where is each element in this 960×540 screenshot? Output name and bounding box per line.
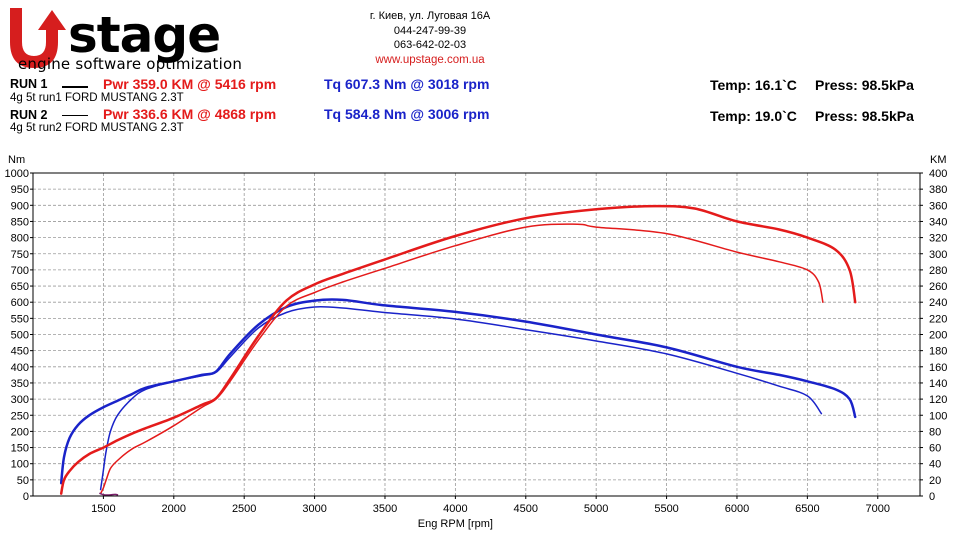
- contact-phone-2: 063-642-02-03: [393, 39, 467, 51]
- y-tick-label-right: 140: [929, 378, 947, 390]
- y-tick-label-right: 200: [929, 330, 947, 342]
- x-tick-label: 6500: [795, 503, 819, 515]
- y-tick-label-right: 260: [929, 281, 947, 293]
- y-tick-label-left: 600: [11, 297, 29, 309]
- x-tick-label: 6000: [725, 503, 749, 515]
- y-tick-label-left: 400: [11, 362, 29, 374]
- torque-curve-run1: [59, 298, 857, 485]
- y-tick-label-left: 250: [11, 410, 29, 422]
- upstage-logo: stage engine software optimization: [10, 6, 242, 72]
- y-tick-label-right: 40: [929, 459, 941, 471]
- run1-power: Pwr 359.0 KM @ 5416 rpm: [103, 76, 277, 92]
- x-tick-label: 3000: [302, 503, 326, 515]
- y-tick-label-right: 240: [929, 297, 947, 309]
- y-tick-label-right: 280: [929, 265, 947, 277]
- y-tick-label-left: 0: [23, 491, 29, 503]
- run2-label: RUN 2: [10, 108, 48, 122]
- run1-legend-line: [62, 86, 88, 88]
- y-tick-label-left: 150: [11, 443, 29, 455]
- contact-phone-1: 044-247-99-39: [393, 24, 467, 37]
- y-tick-label-right: 360: [929, 200, 947, 212]
- y-tick-label-right: 220: [929, 313, 947, 325]
- torque-curve-run2: [99, 305, 823, 491]
- x-tick-label: 5000: [584, 503, 608, 515]
- grid-layer: [33, 173, 920, 496]
- y-tick-label-right: 120: [929, 394, 947, 406]
- y-tick-label-right: 320: [929, 233, 947, 245]
- run2-power: Pwr 336.6 KM @ 4868 rpm: [103, 106, 277, 122]
- y-axis-label-right: KM: [930, 154, 947, 166]
- y-tick-label-left: 650: [11, 281, 29, 293]
- y-tick-label-left: 950: [11, 184, 29, 196]
- contact-website[interactable]: www.upstage.com.ua: [375, 53, 485, 66]
- run2-legend-line: [62, 115, 88, 116]
- x-tick-label: 2000: [162, 503, 186, 515]
- y-tick-label-left: 100: [11, 459, 29, 471]
- y-tick-label-left: 550: [11, 313, 29, 325]
- plot-frame: [32, 172, 921, 497]
- x-tick-label: 7000: [866, 503, 890, 515]
- y-tick-label-right: 100: [929, 410, 947, 422]
- y-tick-label-left: 200: [11, 426, 29, 438]
- y-tick-label-left: 350: [11, 378, 29, 390]
- y-tick-label-right: 20: [929, 475, 941, 487]
- y-tick-label-left: 1000: [5, 168, 29, 180]
- y-tick-label-right: 300: [929, 249, 947, 261]
- x-axis-label: Eng RPM [rpm]: [418, 518, 493, 530]
- y-tick-label-right: 380: [929, 184, 947, 196]
- x-tick-label: 3500: [373, 503, 397, 515]
- logo-tagline: engine software optimization: [18, 55, 242, 72]
- power-curve-run2: [99, 223, 824, 495]
- contact-block: г. Киев, ул. Луговая 16А 044-247-99-39 0…: [330, 9, 530, 67]
- y-tick-label-left: 900: [11, 200, 29, 212]
- y-tick-label-right: 160: [929, 362, 947, 374]
- run2-torque: Tq 584.8 Nm @ 3006 rpm: [324, 106, 490, 122]
- y-tick-label-right: 80: [929, 426, 941, 438]
- run1-temp: Temp: 16.1`C: [710, 77, 797, 93]
- y-tick-label-right: 0: [929, 491, 935, 503]
- y-tick-label-right: 400: [929, 168, 947, 180]
- y-tick-label-left: 850: [11, 216, 29, 228]
- x-tick-label: 1500: [91, 503, 115, 515]
- y-tick-label-left: 50: [17, 475, 29, 487]
- run2-press: Press: 98.5kPa: [815, 108, 914, 124]
- series-layer: [59, 204, 857, 496]
- x-tick-label: 4000: [443, 503, 467, 515]
- y-axis-label-left: Nm: [8, 154, 25, 166]
- run1-press: Press: 98.5kPa: [815, 77, 914, 93]
- y-tick-label-left: 300: [11, 394, 29, 406]
- contact-address: г. Киев, ул. Луговая 16А: [369, 10, 491, 22]
- run1-description: 4g 5t run1 FORD MUSTANG 2.3T: [10, 92, 184, 104]
- x-tick-label: 5500: [654, 503, 678, 515]
- run1-torque: Tq 607.3 Nm @ 3018 rpm: [324, 76, 490, 92]
- y-tick-label-left: 500: [11, 330, 29, 342]
- y-tick-label-right: 60: [929, 443, 941, 455]
- y-tick-label-right: 180: [929, 346, 947, 358]
- lead-in-curve-run1: [99, 492, 119, 496]
- y-tick-label-right: 340: [929, 216, 947, 228]
- power-curve-run1: [59, 204, 857, 495]
- logo-wordmark: stage: [68, 6, 220, 64]
- ticks-layer: 0 0 50 20 100 40 150 60 200 80 250 100 300 120 350 140 4…: [5, 168, 948, 515]
- y-tick-label-left: 450: [11, 346, 29, 358]
- run2-description: 4g 5t run2 FORD MUSTANG 2.3T: [10, 122, 184, 134]
- run1-label: RUN 1: [10, 77, 48, 91]
- run2-temp: Temp: 19.0`C: [710, 108, 797, 124]
- x-tick-label: 2500: [232, 503, 256, 515]
- dyno-chart: 0 0 50 20 100 40 150 60 200 80 250 100 300 120 350 140 4…: [5, 154, 948, 530]
- x-tick-label: 4500: [514, 503, 538, 515]
- logo-u-shape: [10, 8, 66, 68]
- y-tick-label-left: 750: [11, 249, 29, 261]
- y-tick-label-left: 700: [11, 265, 29, 277]
- y-tick-label-left: 800: [11, 233, 29, 245]
